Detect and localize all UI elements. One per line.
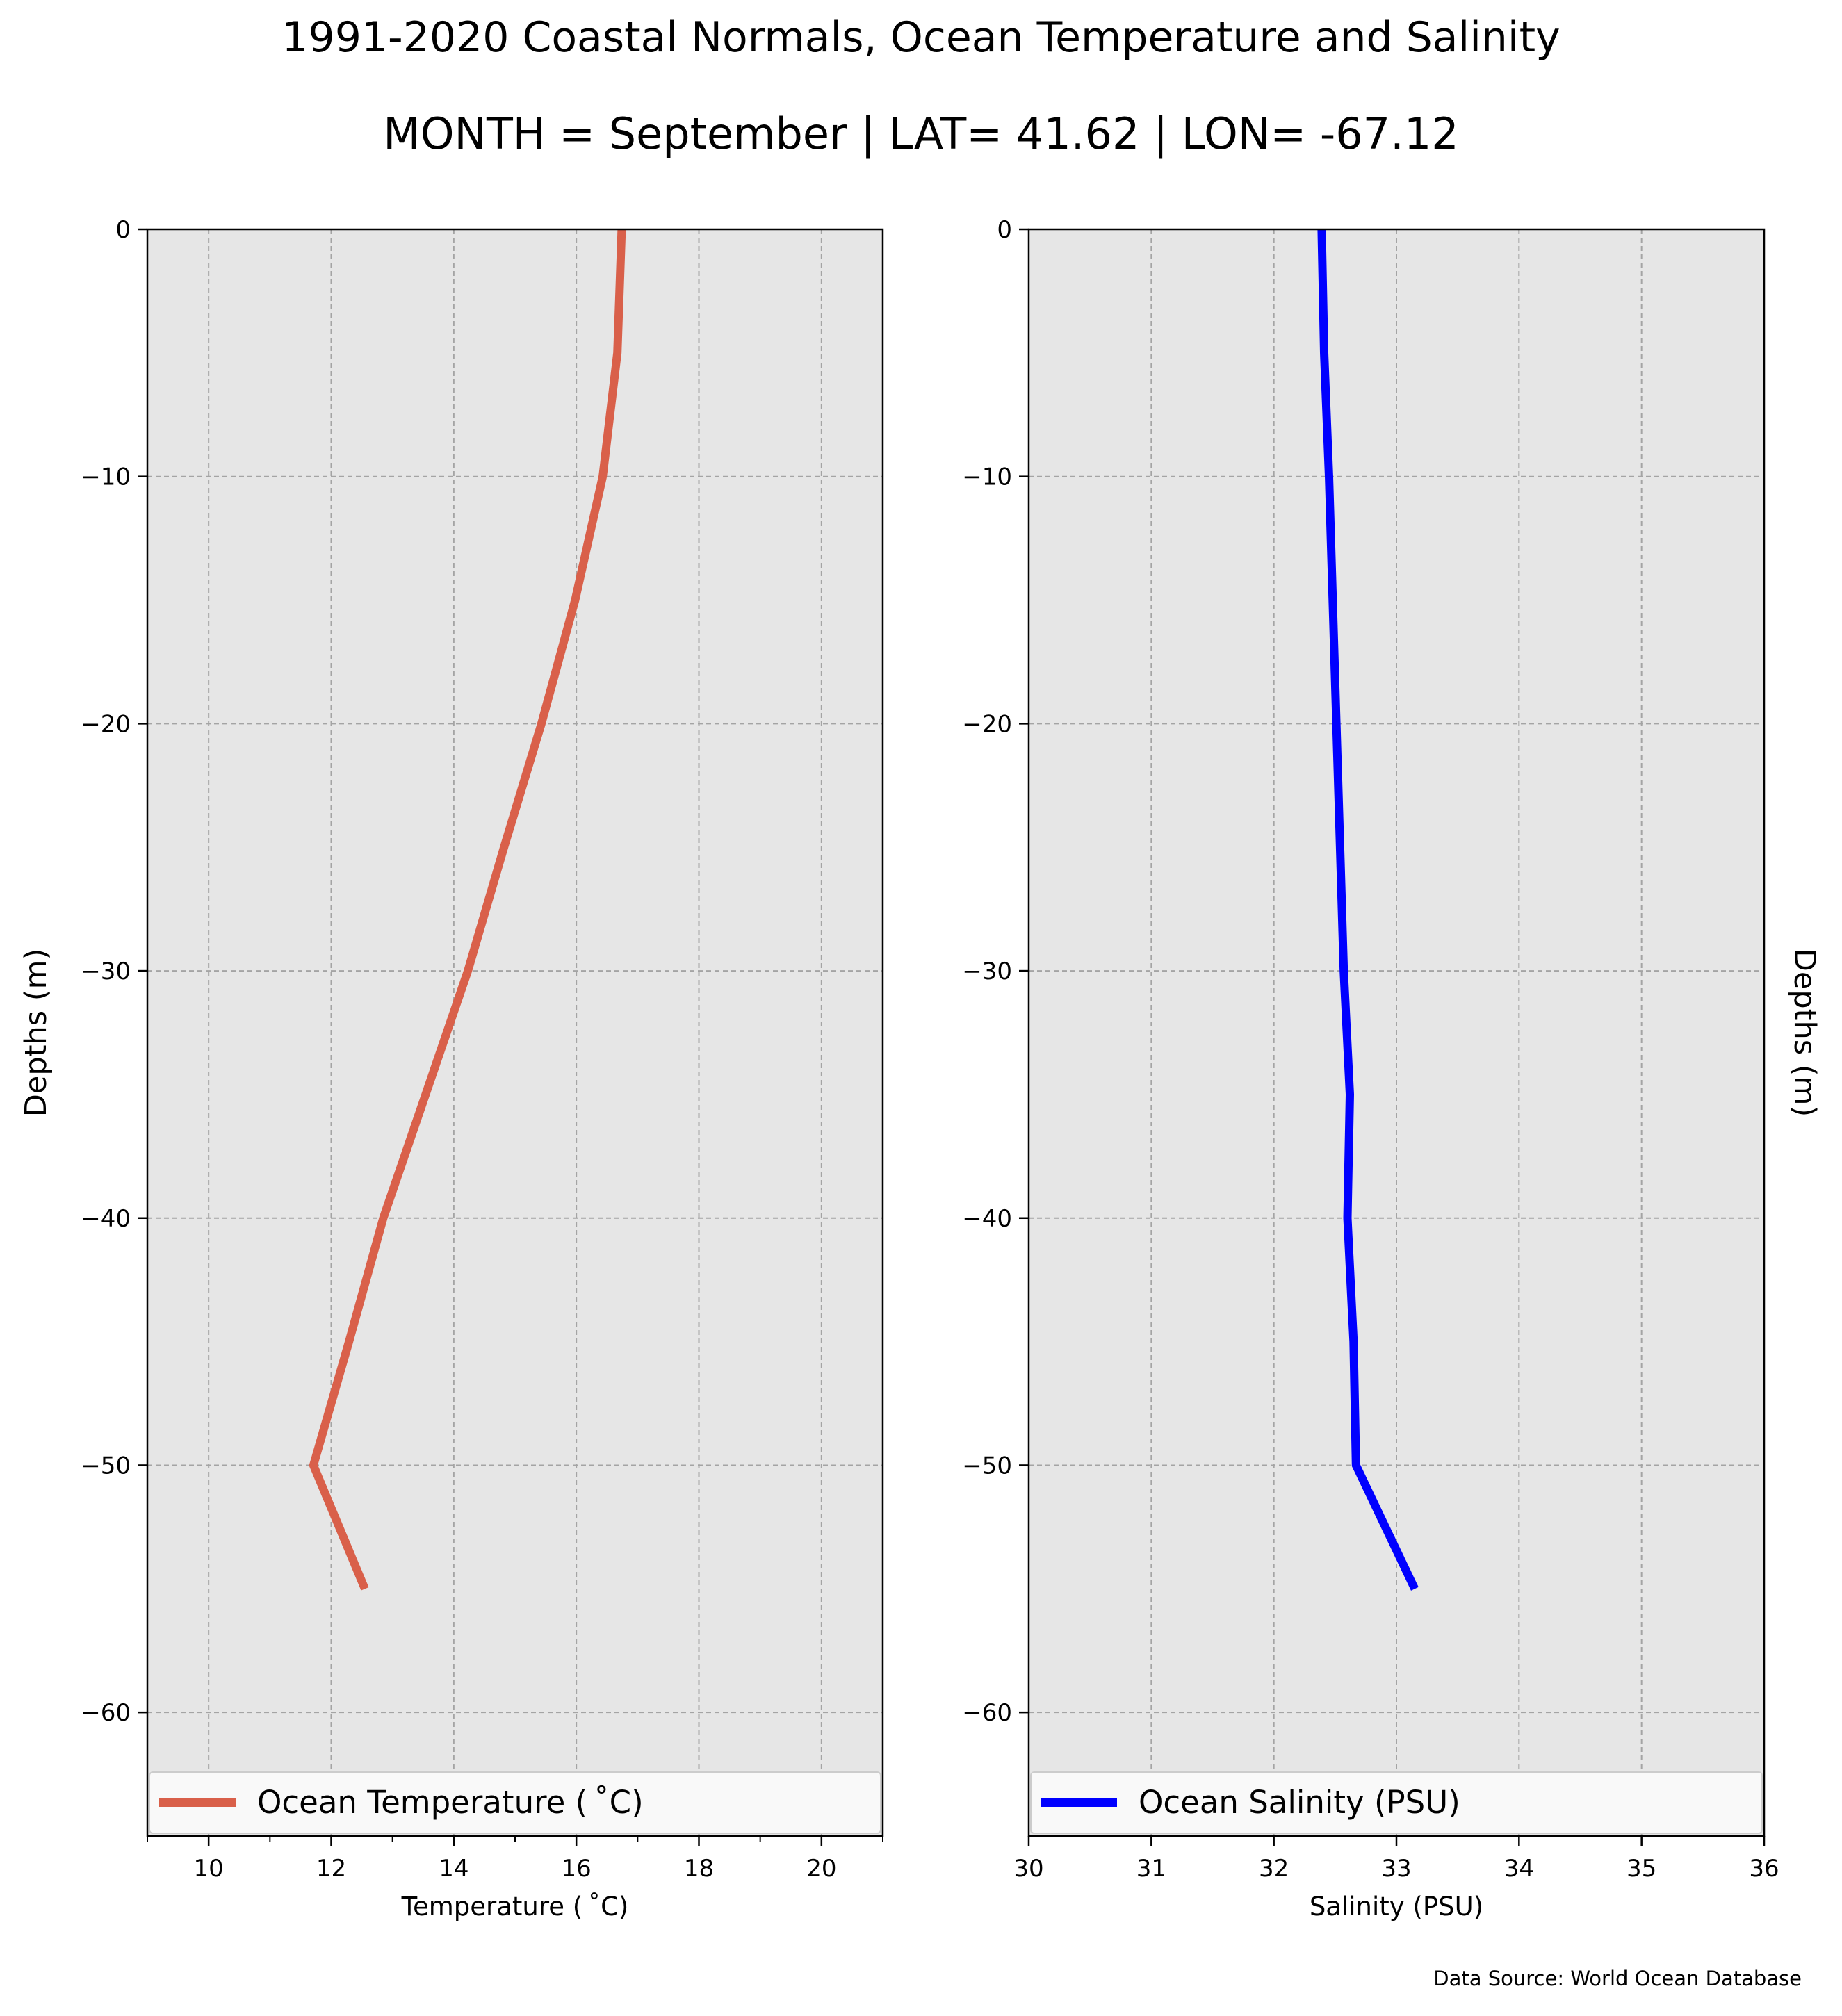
legend: Ocean Temperature ( ˚C) — [149, 1771, 881, 1834]
series-line — [309, 229, 626, 1591]
y-tick-label: 0 — [997, 216, 1012, 244]
temperature-panel: Ocean Temperature ( ˚C) 10 12 14 16 18 20 0 −10 −… — [19, 216, 884, 1921]
y-tick-label: −30 — [962, 958, 1012, 985]
legend-box — [149, 1771, 881, 1834]
salinity-panel: Ocean Salinity (PSU) 30 31 32 33 34 35 36 0 −10 −2… — [962, 216, 1822, 1921]
plot-area — [147, 229, 883, 1836]
x-tick-label: 18 — [684, 1855, 714, 1883]
y-tick-label: −40 — [962, 1205, 1012, 1233]
y-axis-label: Depths (m) — [19, 949, 54, 1117]
x-tick-label: 12 — [316, 1855, 346, 1883]
y-tick-label: −10 — [81, 464, 131, 491]
y-tick-label: −60 — [962, 1699, 1012, 1727]
x-axis-label: Salinity (PSU) — [1310, 1892, 1483, 1921]
figure-subtitle: MONTH = September | LAT= 41.62 | LON= -6… — [383, 108, 1459, 159]
x-tick-label: 34 — [1504, 1855, 1534, 1883]
x-tick-label: 20 — [806, 1855, 836, 1883]
y-tick-label: −30 — [81, 958, 131, 985]
x-tick-label: 36 — [1749, 1855, 1779, 1883]
x-tick-label: 30 — [1013, 1855, 1043, 1883]
series-line — [1317, 229, 1419, 1591]
legend-box — [1030, 1771, 1763, 1834]
y-tick-label: −50 — [962, 1452, 1012, 1480]
legend: Ocean Salinity (PSU) — [1030, 1771, 1763, 1834]
x-tick-label: 16 — [562, 1855, 592, 1883]
x-tick-label: 32 — [1259, 1855, 1289, 1883]
data-source-note: Data Source: World Ocean Database — [1433, 1967, 1802, 1990]
y-axis-label: Depths (m) — [1787, 949, 1822, 1117]
x-tick-label: 10 — [194, 1855, 224, 1883]
y-tick-label: −40 — [81, 1205, 131, 1233]
x-tick-label: 31 — [1136, 1855, 1166, 1883]
figure-title: 1991-2020 Coastal Normals, Ocean Tempera… — [282, 13, 1560, 62]
x-axis-label: Temperature ( ˚C) — [401, 1892, 629, 1921]
x-tick-label: 33 — [1381, 1855, 1411, 1883]
x-tick-label: 35 — [1627, 1855, 1656, 1883]
y-tick-label: −60 — [81, 1699, 131, 1727]
legend-label: Ocean Salinity (PSU) — [1139, 1784, 1460, 1821]
x-tick-label: 14 — [439, 1855, 468, 1883]
y-tick-label: −20 — [81, 710, 131, 738]
y-tick-label: −10 — [962, 464, 1012, 491]
y-tick-label: −50 — [81, 1452, 131, 1480]
y-tick-label: −20 — [962, 710, 1012, 738]
y-tick-label: 0 — [115, 216, 131, 244]
legend-label: Ocean Temperature ( ˚C) — [257, 1784, 644, 1821]
